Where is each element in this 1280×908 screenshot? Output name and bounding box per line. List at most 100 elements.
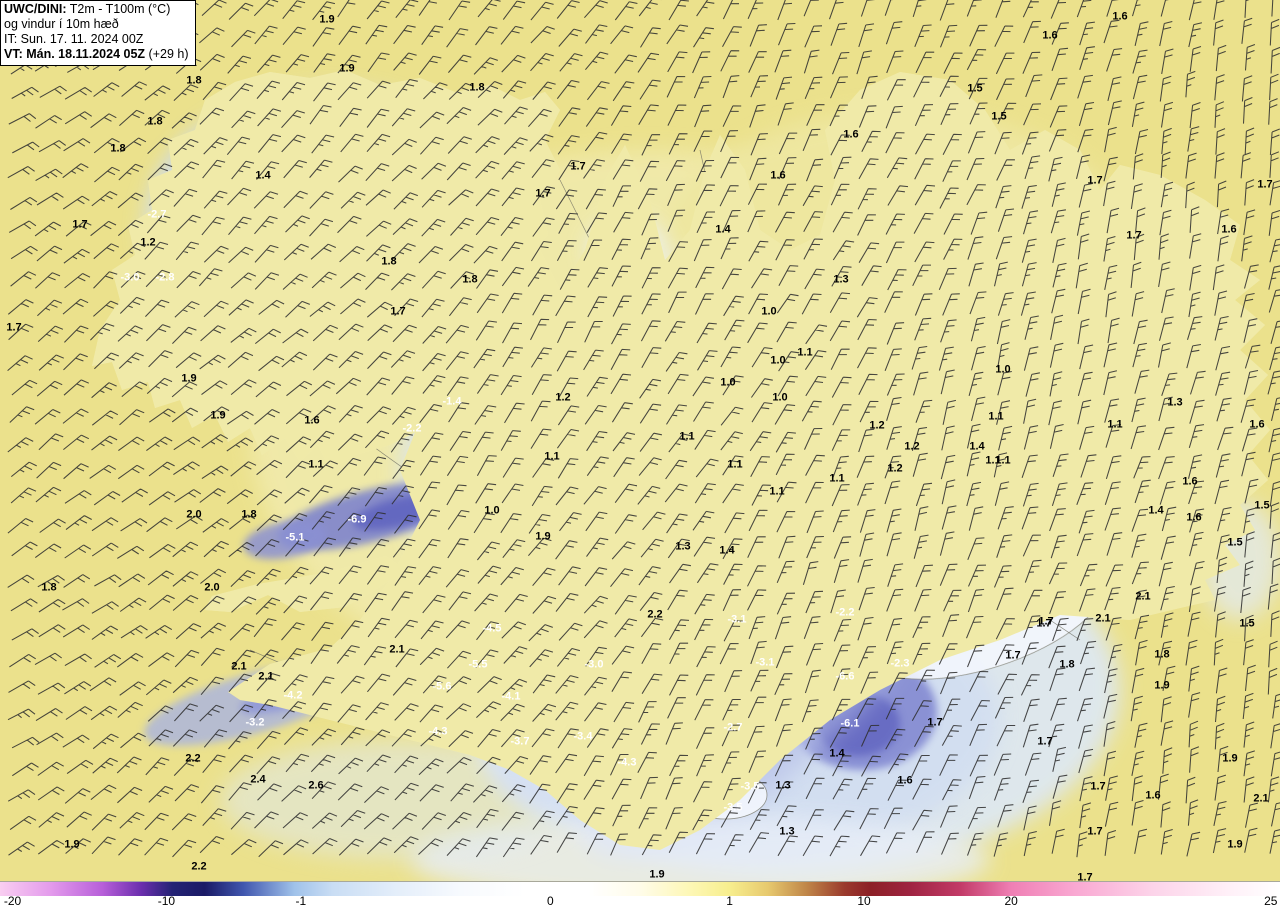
colorbar-tick--10: -10 [157, 894, 176, 908]
valid-time: VT: Mán. 18.11.2024 05Z [4, 47, 146, 61]
colorbar-tick--1: -1 [295, 894, 307, 908]
temperature-label: 1.8 [381, 255, 397, 268]
temperature-label: -3.1 [755, 656, 775, 669]
temperature-label: 1.1 [988, 410, 1004, 423]
temperature-label: 1.7 [6, 321, 22, 334]
temperature-label: 1.9 [1227, 838, 1243, 851]
temperature-label: 2.0 [204, 581, 220, 594]
product-name: UWC/DINI: [4, 2, 67, 16]
temperature-label: 2.2 [647, 608, 663, 621]
temperature-label: 2.1 [231, 660, 247, 673]
temperature-label: -5.5 [468, 658, 488, 671]
colorbar-tick-10: 10 [857, 894, 871, 908]
temperature-label: 1.4 [1148, 504, 1164, 517]
temperature-label: -2.8 [155, 271, 175, 284]
temperature-label: 1.9 [64, 838, 80, 851]
temperature-label: -4.1 [501, 690, 521, 703]
temperature-label: 1.3 [833, 273, 849, 286]
temperature-label: 1.5 [1239, 617, 1255, 630]
temperature-label: 2.1 [1095, 612, 1111, 625]
temperature-label: 1.2 [869, 419, 885, 432]
temperature-label: 1.8 [1154, 648, 1170, 661]
temperature-label: 1.2 [555, 391, 571, 404]
temperature-label: 1.7 [1005, 649, 1021, 662]
temperature-label: 1.7 [1037, 735, 1053, 748]
temperature-label: 1.7 [390, 305, 406, 318]
iceland-map-canvas [7, 0, 1280, 881]
temperature-label: -3.0 [584, 658, 604, 671]
temperature-label: -5.1 [285, 531, 305, 544]
temperature-label: 1.7 [1090, 780, 1106, 793]
temperature-label: 1.5 [1227, 536, 1243, 549]
temperature-label: 1.1 [308, 458, 324, 471]
temperature-label: 1.8 [147, 115, 163, 128]
temperature-label: 1.6 [1186, 511, 1202, 524]
temperature-label: -3.7 [510, 735, 530, 748]
temperature-label: -6.9 [347, 513, 367, 526]
temperature-label: -3.2 [245, 716, 265, 729]
temperature-label: -4.3 [428, 725, 448, 738]
temperature-label: 1.5 [991, 110, 1007, 123]
temperature-label: -2.7 [147, 208, 167, 221]
temperature-label: 1.1 [1107, 418, 1123, 431]
temperature-label: 1.1 [829, 472, 845, 485]
temperature-label: 1.6 [1221, 223, 1237, 236]
temperature-label: 1.3 [1167, 396, 1183, 409]
temperature-label: 1.9 [181, 372, 197, 385]
temperature-label: 2.6 [308, 779, 324, 792]
temperature-label: 1.4 [719, 544, 735, 557]
map-title-box: UWC/DINI: T2m - T100m (°C) og vindur í 1… [0, 0, 196, 66]
temperature-label: -1.4 [442, 395, 462, 408]
temperature-label: -6.6 [835, 670, 855, 683]
temperature-label: 1.8 [41, 581, 57, 594]
temperature-label: 1.7 [1077, 871, 1093, 884]
temperature-label: -2.3 [890, 657, 910, 670]
temperature-label: 2.1 [1135, 590, 1151, 603]
product-parameter: T2m - T100m (°C) [66, 2, 171, 16]
temperature-label: -3.4 [573, 730, 593, 743]
temperature-label: -2.7 [723, 721, 743, 734]
temperature-label: -6.1 [840, 717, 860, 730]
temperature-label: -4.3 [617, 756, 637, 769]
temperature-label: 1.9 [535, 530, 551, 543]
temperature-label: 1.0 [772, 391, 788, 404]
colorbar-tick-0: 0 [547, 894, 554, 908]
colorbar: -20 -10 -1 0 1 10 20 25 [0, 881, 1280, 908]
temperature-label: 1.6 [897, 774, 913, 787]
temperature-label: 1.4 [255, 169, 271, 182]
colorbar-tick--20: -20 [3, 894, 22, 908]
temperature-label: 1.9 [210, 409, 226, 422]
temperature-label: 1.1 [995, 454, 1011, 467]
temperature-label: 1.7 [1087, 174, 1103, 187]
temperature-label: 1.6 [1042, 29, 1058, 42]
temperature-label: 1.9 [649, 868, 665, 881]
temperature-label: 1.3 [779, 825, 795, 838]
temperature-label: 1.1 [679, 430, 695, 443]
temperature-label: 1.5 [1254, 499, 1270, 512]
map-area: 1.9 1.6 1.6 1.9 1.8 1.5 1.8 1.8 1.8 1.5 1.4 1.7 1.6 1… [0, 0, 1280, 884]
temperature-label: 1.3 [675, 540, 691, 553]
temperature-label: 1.6 [843, 128, 859, 141]
temperature-label: 1.0 [770, 354, 786, 367]
temperature-label: 1.7 [1087, 825, 1103, 838]
init-time-line: IT: Sun. 17. 11. 2024 00Z [4, 32, 144, 46]
temperature-label: 1.5 [967, 82, 983, 95]
temperature-label: 1.6 [304, 414, 320, 427]
temperature-label: -4.2 [283, 689, 303, 702]
temperature-label: 1.6 [1145, 789, 1161, 802]
temperature-label: 1.9 [319, 13, 335, 26]
temperature-label: 1.9 [1222, 752, 1238, 765]
temperature-label: 1.2 [904, 440, 920, 453]
temperature-label: 1.8 [469, 81, 485, 94]
temperature-label: -3.5 [740, 780, 760, 793]
temperature-label: 1.8 [1059, 658, 1075, 671]
temperature-label: 1.1 [544, 450, 560, 463]
product-line: UWC/DINI: T2m - T100m (°C) [4, 2, 189, 17]
colorbar-gradient [0, 882, 1280, 896]
temperature-label: 1.7 [570, 160, 586, 173]
temperature-label: 1.6 [770, 169, 786, 182]
temperature-label: 1.6 [1112, 10, 1128, 23]
temperature-label: 1.7 [72, 218, 88, 231]
temperature-label: 1.8 [110, 142, 126, 155]
